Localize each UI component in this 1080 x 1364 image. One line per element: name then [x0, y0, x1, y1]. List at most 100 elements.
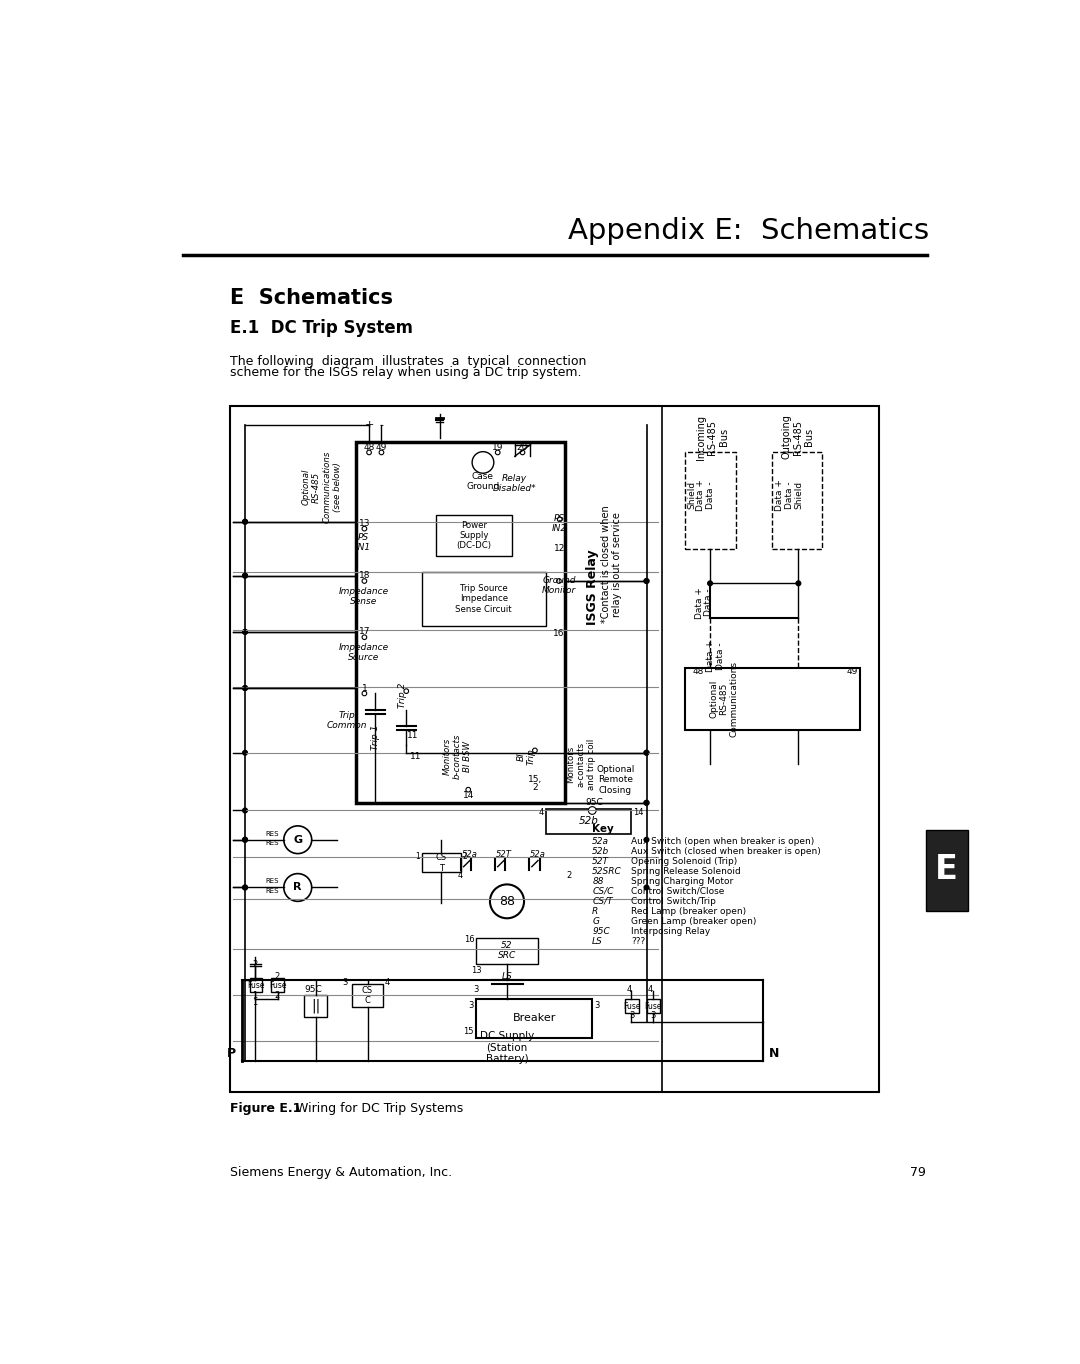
Text: 52a: 52a — [462, 850, 477, 859]
Circle shape — [243, 837, 247, 842]
Circle shape — [796, 581, 800, 585]
Text: Control Switch/Close: Control Switch/Close — [631, 887, 725, 896]
Bar — [230, 406, 879, 1091]
Text: Impedance
Sense: Impedance Sense — [338, 587, 389, 606]
Text: 20: 20 — [517, 442, 528, 451]
Text: 4: 4 — [384, 978, 390, 986]
Text: Monitors
b-contacts
BI BSW: Monitors b-contacts BI BSW — [443, 734, 472, 779]
Text: Spring Charging Motor: Spring Charging Motor — [631, 877, 733, 885]
Circle shape — [644, 837, 649, 842]
Text: CS
C: CS C — [362, 986, 373, 1005]
Bar — [476, 937, 538, 964]
Text: 95C: 95C — [305, 985, 322, 994]
Text: Appendix E:  Schematics: Appendix E: Schematics — [568, 217, 930, 244]
Text: 52T: 52T — [592, 857, 609, 866]
Text: R: R — [592, 907, 598, 915]
Text: 13: 13 — [471, 966, 482, 975]
Text: 14: 14 — [462, 791, 474, 799]
Text: LS: LS — [501, 971, 512, 981]
Text: Spring Release Solenoid: Spring Release Solenoid — [631, 866, 741, 876]
Text: Key: Key — [592, 824, 615, 835]
Text: *Contact is closed when
relay is out of service: *Contact is closed when relay is out of … — [600, 505, 622, 623]
Text: DC Supply
(Station
Battery): DC Supply (Station Battery) — [480, 1031, 535, 1064]
Bar — [271, 978, 284, 992]
Bar — [249, 978, 262, 992]
Circle shape — [243, 630, 247, 634]
Text: E: E — [935, 854, 958, 887]
Text: 3: 3 — [342, 978, 348, 986]
Text: 12: 12 — [554, 544, 566, 554]
Text: 4: 4 — [538, 809, 543, 817]
Bar — [647, 998, 661, 1013]
Text: G: G — [592, 917, 599, 926]
Circle shape — [644, 885, 649, 889]
Bar — [352, 983, 383, 1007]
Text: Red Lamp (breaker open): Red Lamp (breaker open) — [631, 907, 746, 915]
Circle shape — [243, 807, 247, 813]
Text: 2: 2 — [274, 990, 280, 1000]
Circle shape — [532, 747, 537, 753]
Text: Data +: Data + — [705, 641, 715, 672]
Text: 3: 3 — [629, 1011, 634, 1020]
Text: Siemens Energy & Automation, Inc.: Siemens Energy & Automation, Inc. — [230, 1166, 451, 1178]
Text: 14: 14 — [633, 809, 644, 817]
Text: Breaker: Breaker — [512, 1013, 556, 1023]
Circle shape — [243, 573, 247, 578]
Text: Data -: Data - — [704, 589, 713, 617]
Circle shape — [644, 750, 649, 756]
Text: CS
T: CS T — [435, 852, 447, 873]
Circle shape — [556, 578, 562, 584]
Text: Incoming
RS-485
Bus: Incoming RS-485 Bus — [696, 415, 729, 460]
Text: 15,: 15, — [528, 775, 542, 784]
Text: Interposing Relay: Interposing Relay — [631, 926, 711, 936]
Text: The following  diagram  illustrates  a  typical  connection: The following diagram illustrates a typi… — [230, 355, 586, 368]
Text: CS/C: CS/C — [592, 887, 613, 896]
Text: 48: 48 — [363, 442, 375, 451]
Text: 52a: 52a — [530, 850, 545, 859]
Text: 4: 4 — [626, 985, 632, 994]
Circle shape — [284, 873, 312, 902]
Text: 52a: 52a — [592, 836, 609, 846]
Circle shape — [465, 787, 471, 792]
Bar — [926, 829, 968, 911]
Text: Shield: Shield — [794, 480, 802, 509]
Circle shape — [472, 451, 494, 473]
Text: 4: 4 — [458, 872, 463, 880]
Circle shape — [243, 885, 247, 889]
Text: Opening Solenoid (Trip): Opening Solenoid (Trip) — [631, 857, 738, 866]
Text: 3: 3 — [473, 985, 478, 994]
Text: 2: 2 — [274, 971, 280, 981]
Circle shape — [644, 801, 649, 805]
Bar — [435, 514, 512, 557]
Text: 11: 11 — [407, 731, 418, 739]
Text: 4: 4 — [648, 985, 653, 994]
Circle shape — [243, 630, 247, 634]
Text: 88: 88 — [499, 895, 515, 908]
Text: 95C: 95C — [585, 798, 603, 807]
Bar — [303, 996, 327, 1016]
Text: 52
SRC: 52 SRC — [498, 941, 516, 960]
Text: Relay
Disabled*: Relay Disabled* — [492, 473, 537, 492]
Text: Optional
RS-485
Communications
(see below): Optional RS-485 Communications (see belo… — [301, 451, 342, 524]
Text: 52SRC: 52SRC — [592, 866, 622, 876]
Text: 52b: 52b — [592, 847, 609, 855]
Text: 88: 88 — [592, 877, 604, 885]
Text: Data -: Data - — [705, 481, 715, 509]
Text: 79: 79 — [909, 1166, 926, 1178]
Text: ISGS Relay: ISGS Relay — [585, 550, 598, 625]
Circle shape — [243, 520, 247, 524]
Text: Trip Source
Impedance
Sense Circuit: Trip Source Impedance Sense Circuit — [456, 584, 512, 614]
Text: Monitors
a-contacts
and trip coil: Monitors a-contacts and trip coil — [566, 739, 595, 790]
Text: Aux Switch (closed when breaker is open): Aux Switch (closed when breaker is open) — [631, 847, 821, 855]
Text: BI
Trip: BI Trip — [516, 749, 536, 765]
Text: 1: 1 — [362, 683, 367, 693]
Text: Data -: Data - — [784, 481, 794, 509]
Text: 49: 49 — [376, 442, 387, 451]
Circle shape — [362, 634, 367, 640]
Circle shape — [243, 520, 247, 524]
Text: Shield: Shield — [687, 480, 696, 509]
Text: Fuse: Fuse — [623, 1001, 640, 1011]
Circle shape — [243, 885, 247, 889]
Bar — [422, 852, 460, 872]
Text: 19: 19 — [492, 442, 503, 451]
